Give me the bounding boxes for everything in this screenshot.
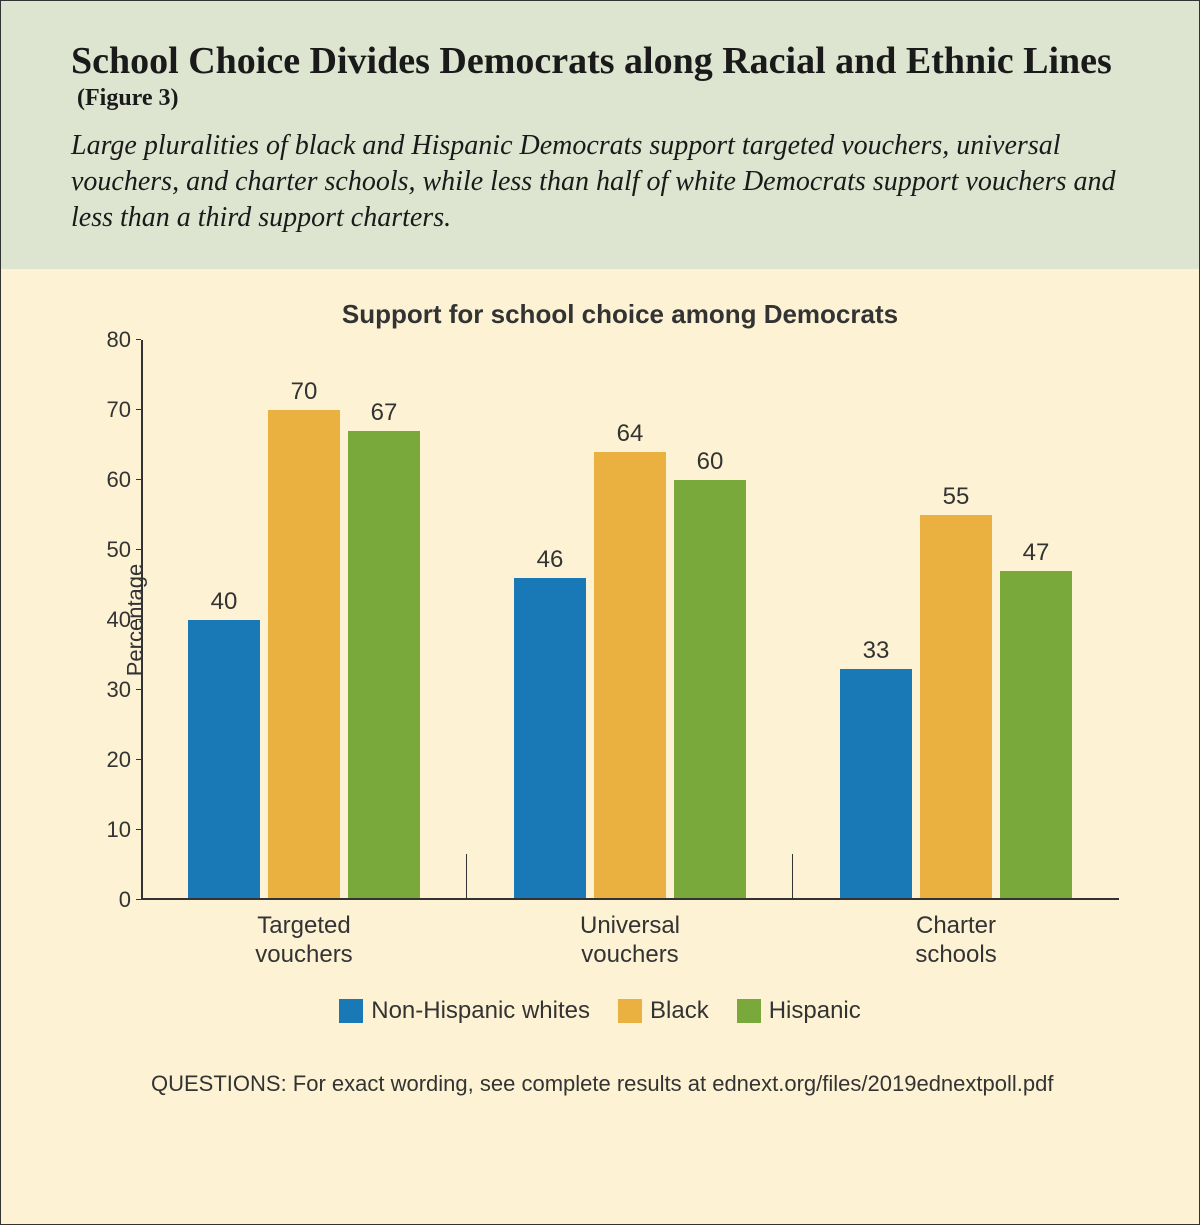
bar: 55 <box>920 483 992 900</box>
y-tick-label: 10 <box>107 817 141 843</box>
legend-label: Hispanic <box>769 997 861 1025</box>
bar: 40 <box>188 588 260 900</box>
bar-group: 40 70 67 <box>141 340 467 900</box>
y-tick-label: 40 <box>107 607 141 633</box>
bar-group: 46 64 60 <box>467 340 793 900</box>
y-tick-mark <box>136 759 141 760</box>
bar-value-label: 46 <box>537 546 564 574</box>
legend-swatch <box>339 999 363 1023</box>
y-tick-mark <box>136 409 141 410</box>
legend-label: Black <box>650 997 709 1025</box>
bar: 33 <box>840 637 912 900</box>
y-tick-mark <box>136 689 141 690</box>
bar-rect <box>514 578 586 900</box>
chart-block: Support for school choice among Democrat… <box>1 269 1199 1046</box>
bar-rect <box>268 410 340 900</box>
y-tick-mark <box>136 339 141 340</box>
bar: 46 <box>514 546 586 900</box>
y-tick-mark <box>136 829 141 830</box>
y-tick-label: 20 <box>107 747 141 773</box>
y-tick-label: 60 <box>107 467 141 493</box>
bar-rect <box>188 620 260 900</box>
bar-value-label: 64 <box>617 420 644 448</box>
legend-swatch <box>737 999 761 1023</box>
figure-title-line: School Choice Divides Democrats along Ra… <box>71 39 1129 112</box>
bar: 60 <box>674 448 746 900</box>
bar-value-label: 40 <box>211 588 238 616</box>
header-block: School Choice Divides Democrats along Ra… <box>1 1 1199 269</box>
y-tick-label: 50 <box>107 537 141 563</box>
bar-value-label: 33 <box>863 637 890 665</box>
x-axis-line <box>141 898 1119 900</box>
figure-label: (Figure 3) <box>77 85 179 111</box>
legend-label: Non-Hispanic whites <box>371 997 590 1025</box>
figure-title: School Choice Divides Democrats along Ra… <box>71 40 1112 82</box>
plot-area: Percentage 407067466460335547 0102030405… <box>141 340 1119 900</box>
bar: 47 <box>1000 539 1072 900</box>
y-tick-label: 70 <box>107 397 141 423</box>
y-tick-label: 30 <box>107 677 141 703</box>
bar-value-label: 60 <box>697 448 724 476</box>
bar: 70 <box>268 378 340 900</box>
bar-rect <box>674 480 746 900</box>
bar-value-label: 67 <box>371 399 398 427</box>
y-tick-mark <box>136 549 141 550</box>
x-axis-label: Targeted vouchers <box>141 912 467 970</box>
bars-row: 40 70 67 46 64 60 33 55 47 <box>141 340 1119 900</box>
y-tick-mark <box>136 619 141 620</box>
figure-subtitle: Large pluralities of black and Hispanic … <box>71 128 1129 237</box>
bar-rect <box>920 515 992 900</box>
y-axis-line <box>141 340 143 900</box>
legend-swatch <box>618 999 642 1023</box>
x-axis-label: Universal vouchers <box>467 912 793 970</box>
bar-value-label: 47 <box>1023 539 1050 567</box>
chart-title: Support for school choice among Democrat… <box>101 299 1139 330</box>
y-tick-label: 0 <box>119 887 141 913</box>
bar-rect <box>594 452 666 900</box>
x-axis-labels: Targeted vouchersUniversal vouchersChart… <box>141 912 1119 970</box>
legend-item: Hispanic <box>737 997 861 1025</box>
legend-item: Black <box>618 997 709 1025</box>
bar-rect <box>840 669 912 900</box>
bar-rect <box>1000 571 1072 900</box>
bar-value-label: 70 <box>291 378 318 406</box>
bar-rect <box>348 431 420 900</box>
footnote: QUESTIONS: For exact wording, see comple… <box>151 1069 1139 1099</box>
bar-value-label: 55 <box>943 483 970 511</box>
y-tick-mark <box>136 899 141 900</box>
bar: 67 <box>348 399 420 900</box>
y-tick-label: 80 <box>107 327 141 353</box>
x-axis-label: Charter schools <box>793 912 1119 970</box>
bar-group: 33 55 47 <box>793 340 1119 900</box>
y-tick-mark <box>136 479 141 480</box>
legend: Non-Hispanic whites Black Hispanic <box>61 997 1139 1025</box>
legend-item: Non-Hispanic whites <box>339 997 590 1025</box>
bar: 64 <box>594 420 666 900</box>
figure-container: School Choice Divides Democrats along Ra… <box>0 0 1200 1225</box>
